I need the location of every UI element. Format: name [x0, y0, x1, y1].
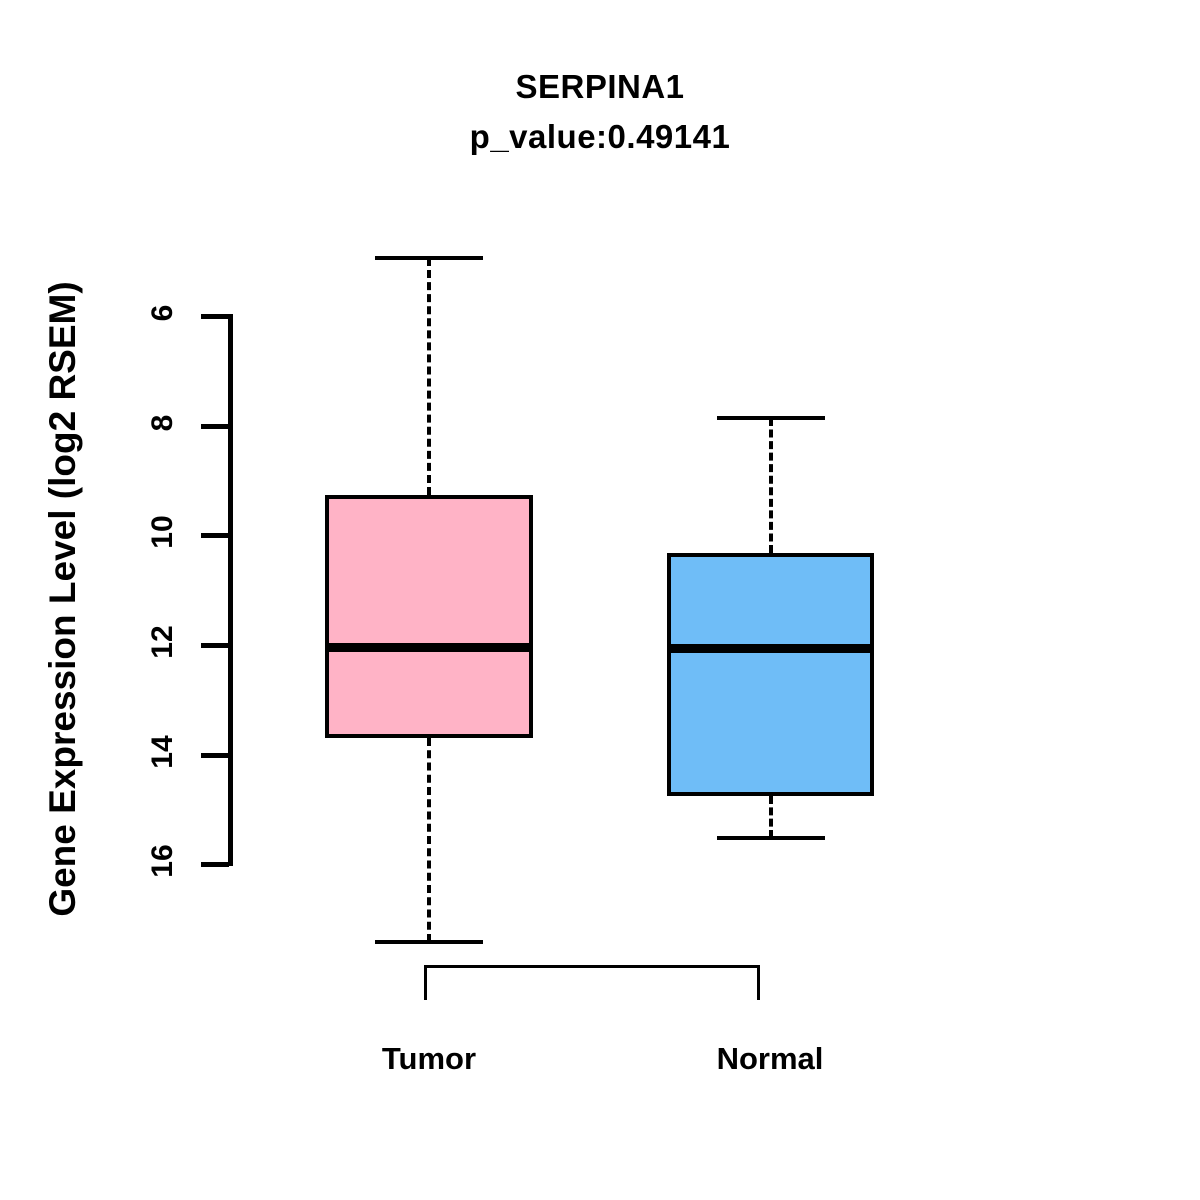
- whisker-upper-tumor: [427, 257, 431, 496]
- y-axis-tick-mark: [201, 642, 229, 648]
- y-axis-tick-label: 14: [146, 734, 179, 769]
- y-axis-tick-label: 12: [146, 625, 179, 659]
- whisker-upper-normal: [768, 417, 773, 553]
- y-axis-tick-mark: [201, 423, 229, 429]
- whisker-cap-upper-normal: [716, 415, 825, 420]
- whisker-cap-upper-tumor: [375, 255, 483, 260]
- whisker-lower-tumor: [427, 738, 431, 943]
- whisker-cap-lower-normal: [716, 835, 825, 840]
- y-axis-tick-label: 10: [146, 515, 179, 549]
- x-axis-tick-normal: [757, 965, 760, 1000]
- box-normal: [667, 552, 874, 796]
- median-line-tumor: [325, 643, 533, 653]
- y-axis-tick-mark: [201, 862, 229, 868]
- x-axis-label-tumor: Tumor: [381, 1041, 477, 1076]
- x-axis-bracket: [424, 965, 760, 968]
- chart-subtitle-pvalue: p_value:0.49141: [469, 118, 731, 155]
- x-axis-tick-tumor: [424, 965, 427, 1000]
- chart-title: SERPINA1: [515, 68, 685, 105]
- y-axis-tick-mark: [201, 752, 229, 758]
- y-axis-tick-label: 6: [146, 304, 179, 322]
- y-axis-tick-label: 8: [146, 414, 179, 431]
- y-axis-tick-label: 16: [146, 844, 179, 878]
- median-line-normal: [667, 644, 874, 654]
- x-axis-label-normal: Normal: [716, 1041, 824, 1076]
- box-tumor: [325, 495, 533, 739]
- y-axis-spine: [228, 314, 233, 866]
- whisker-lower-normal: [768, 795, 773, 838]
- whisker-cap-lower-tumor: [375, 940, 483, 945]
- y-axis-label: Gene Expression Level (log2 RSEM): [42, 281, 83, 917]
- y-axis-tick-mark: [201, 314, 229, 319]
- y-axis-tick-mark: [201, 533, 229, 539]
